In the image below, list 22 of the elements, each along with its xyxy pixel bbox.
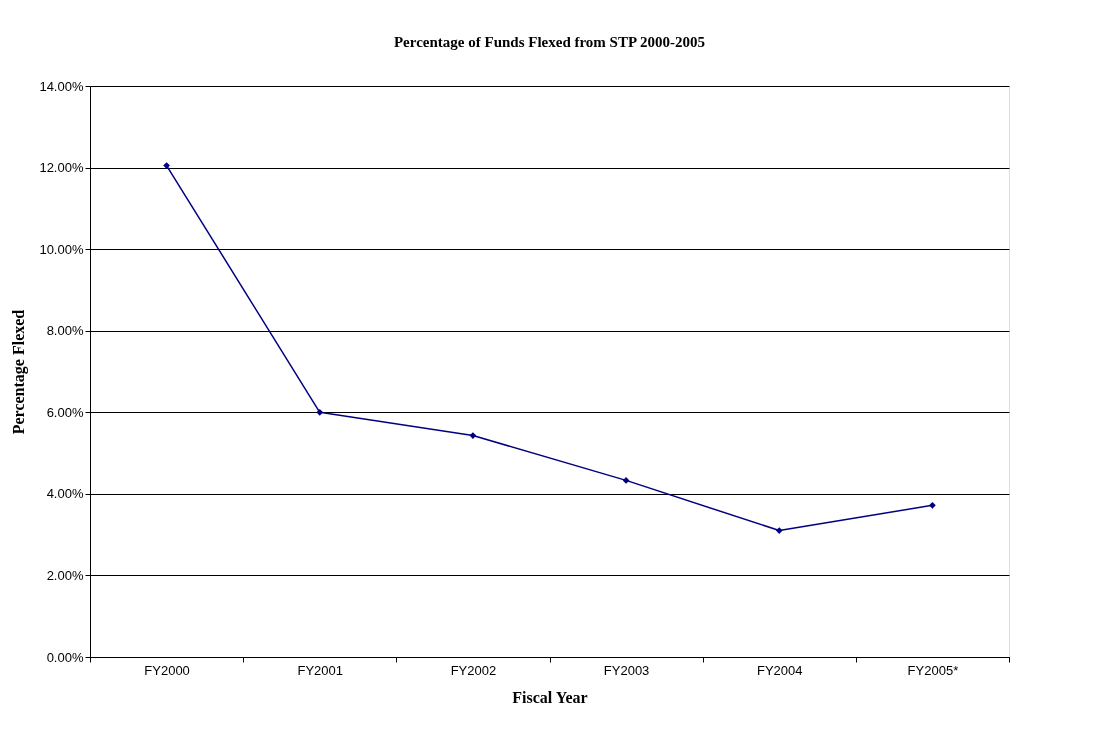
point [316, 408, 324, 416]
x-tick-label: FY2005* [907, 662, 959, 678]
point [163, 162, 170, 169]
y-tick-label: 14.00% [39, 78, 84, 94]
y-tick-label: 10.00% [39, 241, 84, 257]
point [622, 477, 630, 484]
y-tick-label: 2.00% [46, 567, 84, 583]
point [929, 501, 936, 509]
point [775, 527, 783, 534]
x-tick-label: FY2002 [450, 662, 497, 678]
y-tick-label: 6.00% [46, 404, 84, 420]
y-tick-label: 4.00% [46, 486, 84, 502]
y-tick-label: 8.00% [46, 323, 84, 339]
x-tick-label: FY2000 [144, 662, 190, 678]
y-axis-title: Percentage Flexed [10, 309, 29, 435]
y-tick-label: 0.00% [46, 649, 84, 665]
chart-title: Percentage of Funds Flexed from STP 2000-2005 [393, 34, 706, 50]
x-tick-label: FY2004 [756, 662, 803, 678]
x-tick-label: FY2003 [603, 662, 650, 678]
y-tick-label: 12.00% [39, 160, 84, 176]
x-axis-title: Fiscal Year [512, 688, 588, 706]
x-tick-label: FY2001 [297, 662, 344, 678]
